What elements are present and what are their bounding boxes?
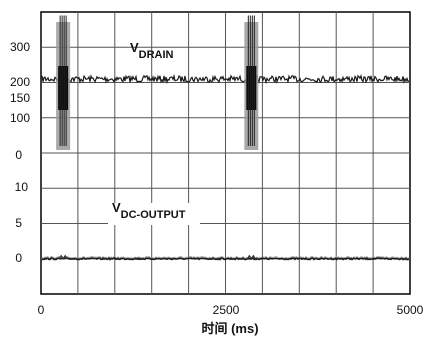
y-tick-label: 0 bbox=[15, 148, 22, 162]
grid-lines bbox=[41, 12, 410, 294]
x-tick-labels: 0 2500 5000 bbox=[38, 303, 424, 317]
y-tick-label: 200 bbox=[10, 75, 30, 89]
vdcout-label-main: V bbox=[112, 200, 121, 215]
signal-traces bbox=[41, 15, 410, 261]
x-tick-label: 5000 bbox=[397, 303, 424, 317]
y-tick-labels-output: 10 5 0 bbox=[15, 180, 29, 265]
y-tick-label: 10 bbox=[15, 180, 29, 194]
x-tick-label: 2500 bbox=[213, 303, 240, 317]
y-tick-label: 300 bbox=[10, 40, 30, 54]
y-tick-labels-drain: 300 200 150 100 0 bbox=[10, 40, 30, 162]
spike-burst bbox=[246, 66, 257, 110]
y-tick-label: 150 bbox=[10, 91, 30, 105]
spike-burst bbox=[58, 66, 69, 110]
y-tick-label: 5 bbox=[15, 216, 22, 230]
vdcout-label-sub: DC-OUTPUT bbox=[121, 209, 186, 221]
x-tick-label: 0 bbox=[38, 303, 45, 317]
y-tick-label: 0 bbox=[15, 251, 22, 265]
baseline-trace bbox=[41, 256, 410, 261]
y-tick-label: 100 bbox=[10, 111, 30, 125]
vdcout-label: VDC-OUTPUT bbox=[112, 200, 186, 221]
spike-blip bbox=[58, 254, 68, 260]
vdcout-label-backdrop bbox=[108, 203, 200, 225]
baseline-trace-shadow bbox=[41, 255, 410, 259]
baseline-trace bbox=[41, 73, 410, 85]
vdrain-label: VDRAIN bbox=[130, 40, 174, 61]
vdrain-label-sub: DRAIN bbox=[139, 49, 174, 61]
vdrain-label-main: V bbox=[130, 40, 139, 55]
spike-blip bbox=[246, 254, 256, 260]
x-axis-label: 时间 (ms) bbox=[201, 321, 258, 336]
